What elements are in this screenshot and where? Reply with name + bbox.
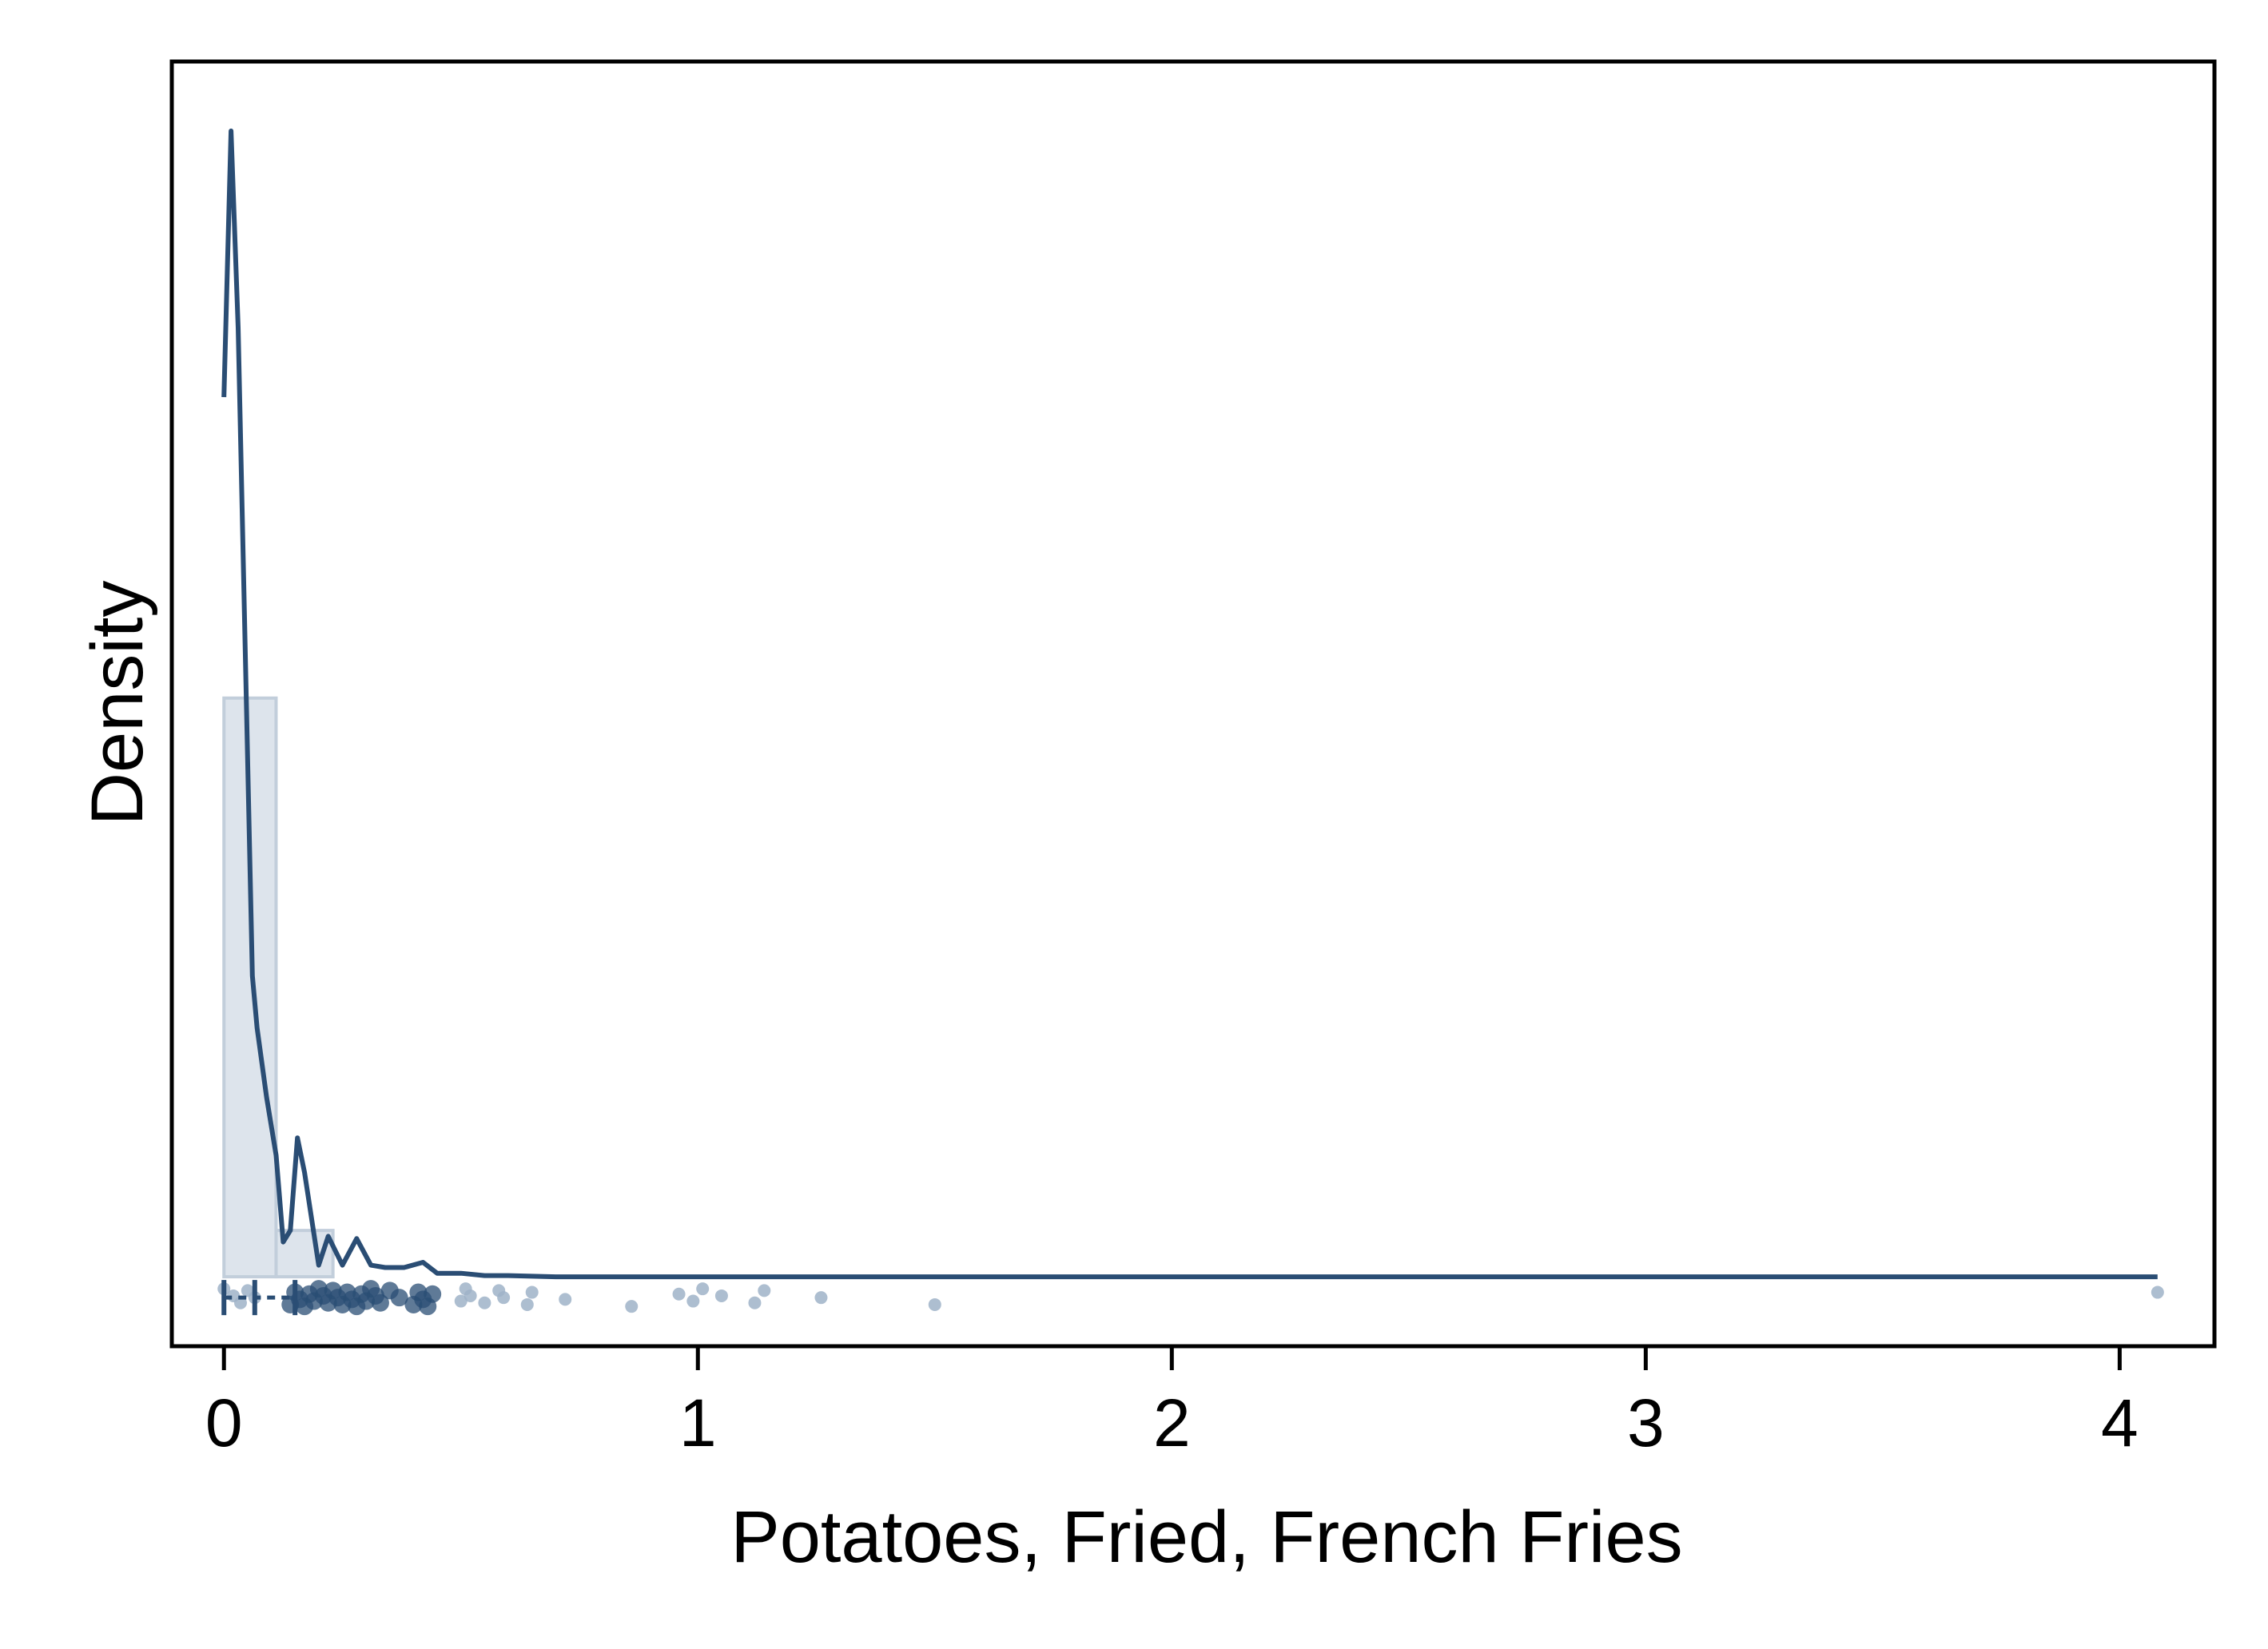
rug-point [454,1294,468,1308]
rug-point [714,1289,728,1302]
rug-point [758,1284,771,1297]
x-tick-label: 3 [1627,1385,1665,1460]
rug-points [217,1280,2164,1316]
rug-point [625,1300,639,1313]
rug-point [464,1289,477,1302]
rug-point [390,1289,408,1307]
density-curve [221,128,2158,1280]
rug-point [2151,1285,2164,1299]
rug-point [233,1296,247,1309]
rug-point [686,1294,700,1308]
rug-point [371,1293,389,1312]
rug-point [424,1285,442,1303]
rug-point [559,1293,572,1306]
rug-point [928,1297,941,1311]
rug-point [497,1291,511,1305]
rug-point [525,1285,539,1299]
x-tick-label: 2 [1153,1385,1191,1460]
x-tick-label: 1 [679,1385,717,1460]
rug-point [672,1287,686,1301]
x-tick-label: 4 [2101,1385,2139,1460]
rug-point [814,1291,828,1305]
y-axis-title: Density [77,581,158,826]
x-axis: 0 1 2 3 4 [205,1346,2139,1460]
rug-point [696,1282,710,1296]
rug-point [478,1296,491,1309]
x-tick-label: 0 [205,1385,243,1460]
rug-point [520,1297,534,1311]
rug-point [748,1296,762,1309]
plot-frame [169,59,2217,1349]
x-axis-title: Potatoes, Fried, French Fries [730,1496,1682,1578]
